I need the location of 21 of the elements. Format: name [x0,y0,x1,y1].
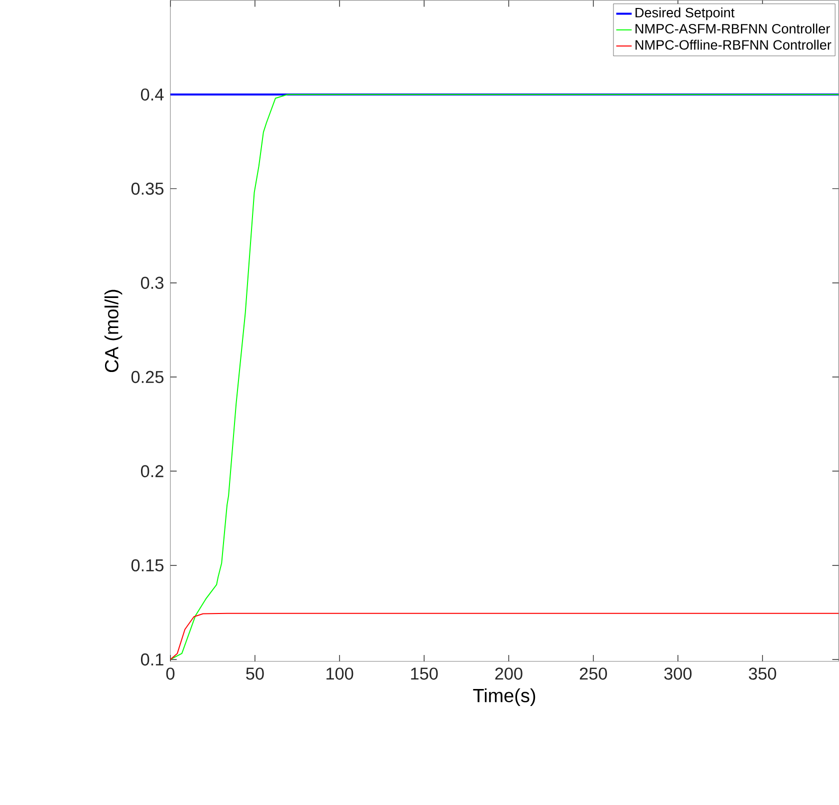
legend-label: NMPC-ASFM-RBFNN Controller [636,24,830,34]
y-tick-label: 0.2 [140,465,164,478]
y-tick-label: 0.25 [131,370,164,384]
y-tick-label: 0.15 [131,559,164,572]
y-tick-label: 0.3 [140,276,164,289]
legend-label: Desired Setpoint [636,7,735,20]
line-series [170,612,839,660]
y-axis-title: CA (mol/l) [104,290,122,372]
x-tick-label: 0 [166,668,174,680]
x-tick-label: 50 [246,668,264,680]
x-tick-label: 250 [580,668,607,680]
x-tick-label: 100 [326,668,354,680]
x-tick-label: 300 [664,668,692,680]
x-tick-label: 350 [748,668,776,680]
x-tick-label: 150 [411,668,438,680]
x-tick-label: 200 [495,668,522,680]
legend-label: NMPC-Offline-RBFNN Controller [636,40,832,50]
y-tick-label: 0.35 [131,182,164,195]
y-tick-label: 0.1 [140,653,164,666]
x-axis-title: Time(s) [473,688,536,706]
y-tick-label: 0.4 [140,88,164,101]
